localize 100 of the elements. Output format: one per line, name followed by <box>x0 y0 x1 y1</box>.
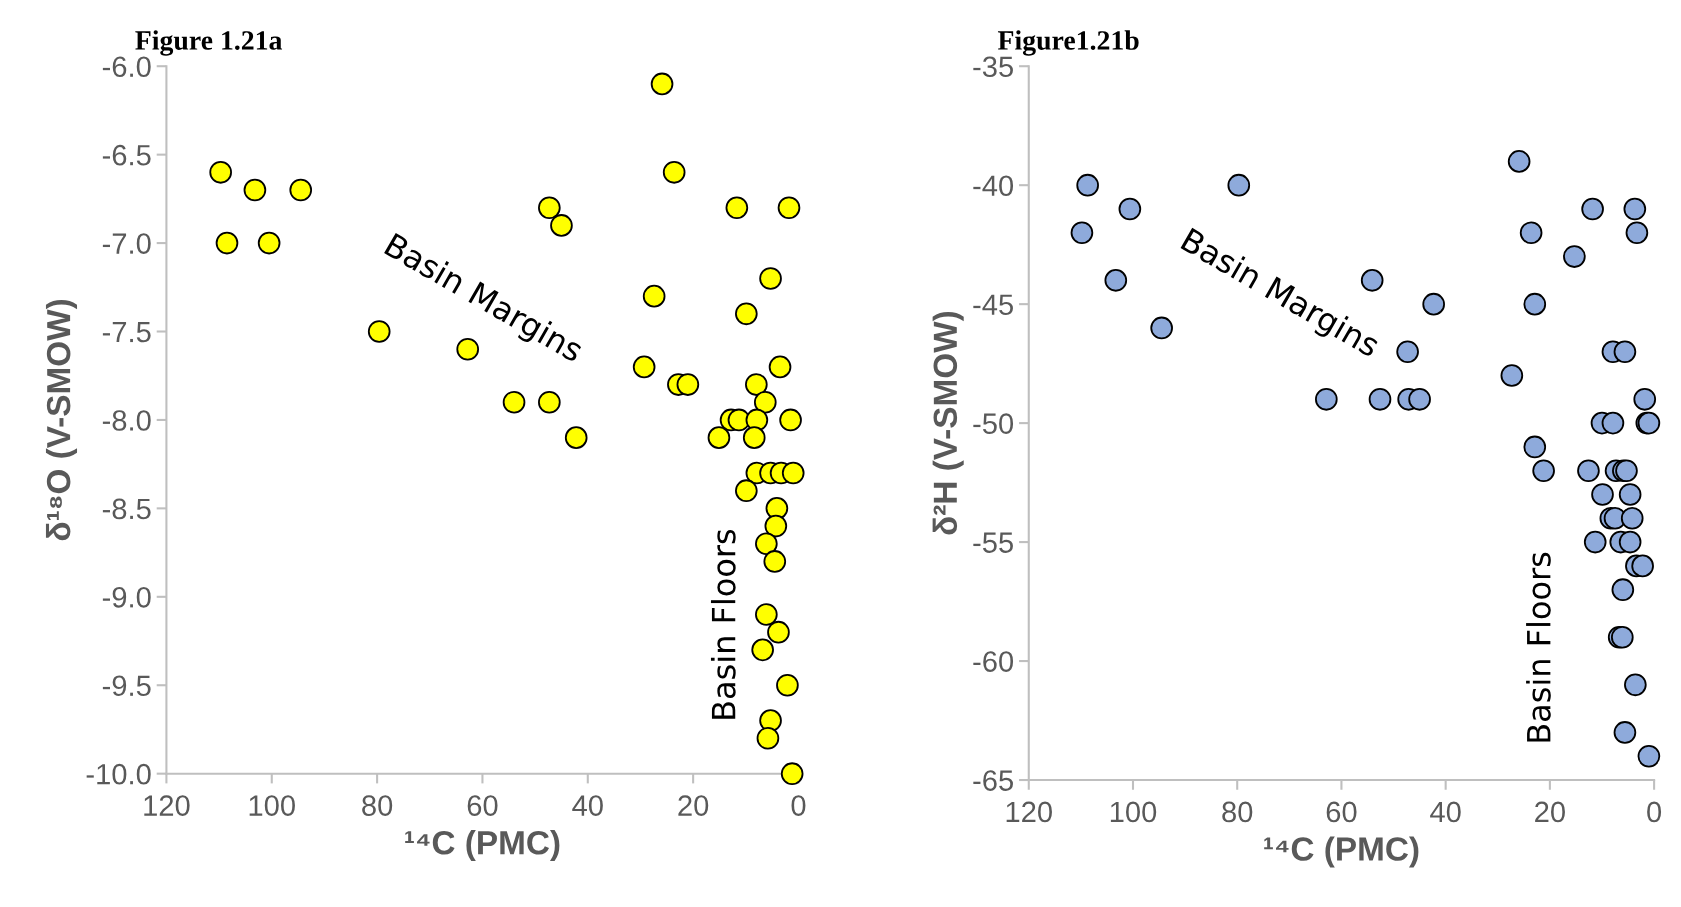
point <box>1613 340 1637 364</box>
y-tick-label: -8.0 <box>102 410 151 431</box>
point <box>1076 173 1099 197</box>
chart-title: Figure 1.21a <box>135 30 283 56</box>
point <box>753 390 777 414</box>
point <box>1104 269 1128 292</box>
y-tick-label: -55 <box>973 532 1013 553</box>
point <box>1577 459 1600 483</box>
y-tick-label: -65 <box>973 770 1013 791</box>
point <box>1315 388 1338 411</box>
point <box>1611 578 1635 601</box>
y-tick-label: -6.5 <box>102 144 151 166</box>
x-tick-label: 120 <box>144 795 190 816</box>
point <box>1070 221 1094 245</box>
point <box>1618 483 1642 506</box>
x-tick-label: 80 <box>1222 801 1253 823</box>
point <box>767 620 790 644</box>
point <box>1633 388 1657 411</box>
point <box>1601 411 1625 435</box>
x-tick-label: 100 <box>249 795 295 816</box>
point <box>209 161 232 184</box>
point <box>768 355 792 379</box>
point <box>1396 340 1419 364</box>
point <box>1368 388 1392 411</box>
point <box>763 550 787 573</box>
point <box>243 178 267 202</box>
point <box>550 214 573 237</box>
point <box>780 762 804 785</box>
point <box>502 390 526 414</box>
point <box>725 196 749 220</box>
point <box>642 284 666 308</box>
point <box>650 72 674 96</box>
point <box>745 373 768 396</box>
point <box>564 426 588 449</box>
point <box>776 673 799 697</box>
y-axis-title: δ¹⁸O (V-SMOW) <box>45 299 78 541</box>
point <box>764 514 788 538</box>
y-tick-label: -60 <box>973 651 1014 672</box>
y-tick-label: -35 <box>973 56 1013 78</box>
x-tick-label: 80 <box>362 795 393 816</box>
point <box>289 178 313 202</box>
y-tick-label: -7.5 <box>102 322 151 343</box>
chart-title: Figure1.21b <box>997 30 1139 56</box>
y-axis-title: δ²H (V-SMOW) <box>932 311 964 535</box>
point <box>1118 197 1142 221</box>
point <box>1500 364 1524 387</box>
point <box>751 638 774 662</box>
y-tick-label: -6.0 <box>102 56 151 78</box>
point <box>1637 744 1661 768</box>
x-tick-label: 120 <box>1006 801 1052 823</box>
point <box>1623 197 1647 221</box>
point <box>759 267 782 290</box>
x-tick-label: 20 <box>678 795 709 816</box>
y-tick-label: -9.0 <box>102 587 151 608</box>
point <box>632 355 656 379</box>
point <box>215 231 239 255</box>
point <box>779 408 802 432</box>
y-tick-label: -7.0 <box>102 233 151 254</box>
point <box>1625 221 1649 245</box>
point <box>1519 221 1543 245</box>
y-tick-label: -10.0 <box>86 763 151 785</box>
point <box>735 479 758 503</box>
x-tick-label: 20 <box>1535 801 1565 823</box>
point <box>538 196 561 220</box>
point <box>1523 435 1547 459</box>
point <box>1581 197 1604 221</box>
y-tick-label: -9.5 <box>102 675 151 697</box>
point <box>777 196 801 220</box>
x-tick-label: 0 <box>791 795 806 816</box>
point <box>755 532 778 556</box>
point <box>1624 673 1647 697</box>
point <box>1150 316 1173 340</box>
point <box>1408 388 1431 411</box>
y-tick-label: -50 <box>973 413 1014 434</box>
point <box>1227 173 1251 197</box>
y-tick-label: -40 <box>973 175 1014 197</box>
x-axis-title: ¹⁴C (PMC) <box>1264 836 1419 868</box>
x-tick-label: 60 <box>1326 801 1357 823</box>
point <box>781 461 805 485</box>
point <box>756 726 780 750</box>
point <box>538 390 561 414</box>
point <box>257 231 281 255</box>
point <box>1618 530 1642 554</box>
annotation: Basin Floors <box>710 529 736 719</box>
point <box>1532 459 1555 483</box>
y-tick-label: -45 <box>973 294 1013 315</box>
point <box>735 302 758 326</box>
point <box>676 373 700 396</box>
point <box>662 161 686 184</box>
x-tick-label: 100 <box>1110 801 1157 823</box>
point <box>1563 245 1586 268</box>
point <box>1613 721 1637 744</box>
point <box>1620 506 1644 530</box>
annotation: Basin Floors <box>1526 552 1551 742</box>
x-tick-label: 0 <box>1647 801 1662 823</box>
point <box>707 426 731 449</box>
point <box>1422 292 1446 316</box>
x-tick-label: 40 <box>1430 801 1461 823</box>
x-tick-label: 40 <box>572 795 603 816</box>
x-tick-label: 60 <box>467 795 498 816</box>
